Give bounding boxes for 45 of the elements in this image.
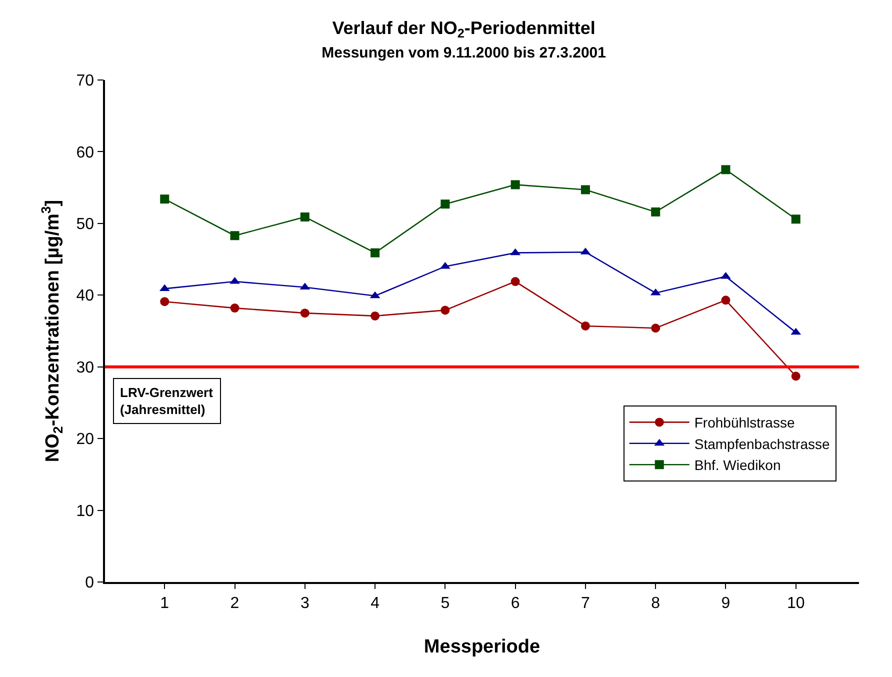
legend-label: Frohbühlstrasse	[694, 414, 795, 431]
y-tick-label: 50	[76, 216, 94, 234]
y-tick-label: 40	[76, 288, 94, 305]
point	[230, 231, 240, 240]
point	[580, 321, 590, 330]
point	[651, 207, 660, 216]
y-tick-label: 30	[76, 359, 94, 376]
chart-subtitle: Messungen vom 9.11.2000 bis 27.3.2001	[322, 44, 606, 62]
x-tick-label: 2	[230, 594, 240, 612]
y-tick-label: 60	[76, 144, 94, 162]
y-tick-label: 0	[85, 574, 94, 592]
y-tick-label: 10	[76, 502, 94, 520]
point	[721, 296, 730, 305]
point	[370, 248, 380, 258]
point	[440, 306, 450, 315]
legend-label: Stampfenbachstrasse	[694, 436, 830, 452]
point	[440, 200, 450, 209]
x-tick-label: 1	[160, 594, 170, 612]
y-tick-label: 70	[76, 72, 94, 90]
x-tick-label: 3	[300, 594, 310, 612]
x-tick-label: 9	[721, 594, 730, 612]
point	[791, 372, 800, 381]
x-tick-label: 6	[510, 594, 520, 612]
legend-label: Bhf. Wiedikon	[694, 457, 781, 474]
x-axis-title: Messperiode	[424, 636, 540, 658]
point	[510, 180, 520, 190]
y-tick-label: 20	[76, 431, 94, 448]
point	[510, 277, 520, 286]
point	[651, 324, 660, 333]
point	[160, 194, 170, 204]
point	[160, 297, 170, 306]
point	[721, 165, 730, 174]
chart-title: Verlauf der NO$_{2}$-Periodenmittel	[332, 18, 596, 41]
x-tick-label: 7	[581, 594, 590, 612]
point	[370, 311, 380, 320]
point	[580, 185, 590, 194]
x-tick-label: 5	[440, 594, 450, 612]
x-tick-label: 8	[651, 594, 660, 612]
point	[230, 304, 240, 313]
point	[300, 212, 310, 222]
x-tick-label: 4	[370, 594, 380, 612]
point	[791, 214, 800, 224]
point	[300, 308, 310, 318]
x-tick-label: 10	[786, 594, 805, 612]
ref-line-label: LRV-Grenzwert (Jahresmittel)	[120, 385, 214, 417]
